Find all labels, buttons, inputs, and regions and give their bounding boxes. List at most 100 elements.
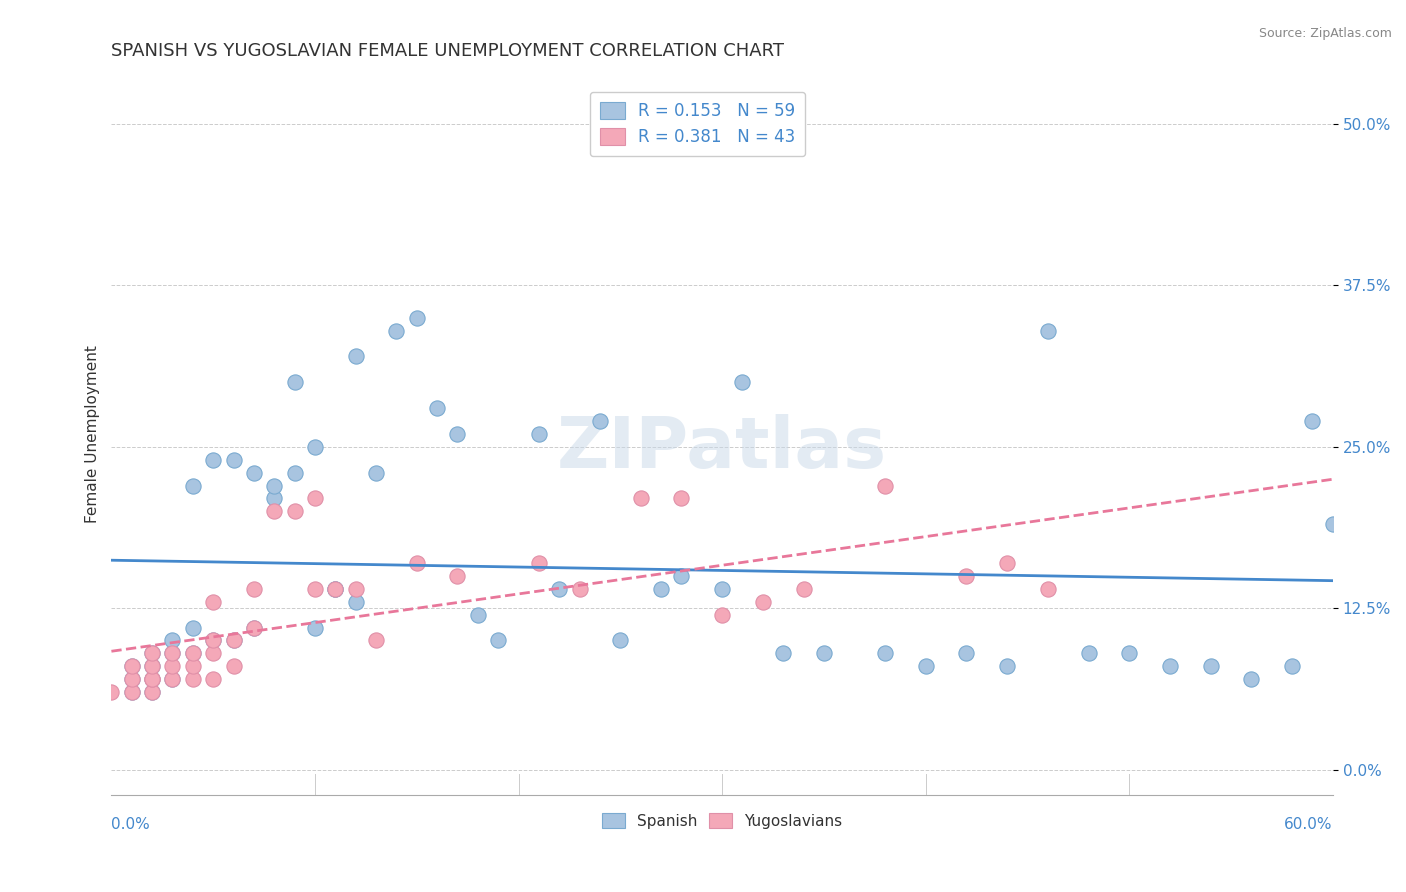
Point bbox=[263, 478, 285, 492]
Point bbox=[955, 646, 977, 660]
Point bbox=[1281, 659, 1303, 673]
Point bbox=[486, 633, 509, 648]
Point bbox=[1036, 582, 1059, 596]
Point bbox=[162, 633, 184, 648]
Point bbox=[914, 659, 936, 673]
Point bbox=[995, 556, 1018, 570]
Point bbox=[202, 633, 225, 648]
Point bbox=[284, 376, 307, 390]
Point bbox=[1118, 646, 1140, 660]
Point bbox=[181, 646, 204, 660]
Text: 60.0%: 60.0% bbox=[1284, 817, 1333, 832]
Point bbox=[364, 466, 387, 480]
Point bbox=[141, 646, 163, 660]
Point bbox=[304, 491, 326, 506]
Point bbox=[405, 556, 427, 570]
Y-axis label: Female Unemployment: Female Unemployment bbox=[86, 345, 100, 523]
Point bbox=[141, 685, 163, 699]
Point bbox=[141, 672, 163, 686]
Text: 0.0%: 0.0% bbox=[111, 817, 150, 832]
Point bbox=[323, 582, 346, 596]
Point bbox=[121, 659, 143, 673]
Point bbox=[752, 595, 775, 609]
Text: SPANISH VS YUGOSLAVIAN FEMALE UNEMPLOYMENT CORRELATION CHART: SPANISH VS YUGOSLAVIAN FEMALE UNEMPLOYME… bbox=[111, 42, 785, 60]
Point bbox=[121, 659, 143, 673]
Point bbox=[731, 376, 754, 390]
Point bbox=[181, 659, 204, 673]
Point bbox=[284, 466, 307, 480]
Point bbox=[1077, 646, 1099, 660]
Point bbox=[772, 646, 794, 660]
Point bbox=[141, 659, 163, 673]
Point bbox=[284, 504, 307, 518]
Point bbox=[1240, 672, 1263, 686]
Point bbox=[202, 595, 225, 609]
Point bbox=[202, 452, 225, 467]
Point bbox=[243, 582, 266, 596]
Point bbox=[141, 646, 163, 660]
Point bbox=[181, 646, 204, 660]
Point bbox=[141, 685, 163, 699]
Point bbox=[162, 646, 184, 660]
Point bbox=[344, 595, 367, 609]
Point bbox=[304, 582, 326, 596]
Point bbox=[385, 324, 408, 338]
Point bbox=[121, 685, 143, 699]
Point bbox=[222, 633, 245, 648]
Text: ZIPatlas: ZIPatlas bbox=[557, 414, 887, 483]
Point bbox=[671, 569, 693, 583]
Point bbox=[426, 401, 449, 416]
Point bbox=[243, 621, 266, 635]
Point bbox=[121, 672, 143, 686]
Point bbox=[446, 426, 468, 441]
Point bbox=[304, 440, 326, 454]
Point bbox=[1301, 414, 1323, 428]
Legend: Spanish, Yugoslavians: Spanish, Yugoslavians bbox=[596, 806, 849, 835]
Point bbox=[1036, 324, 1059, 338]
Point bbox=[1199, 659, 1222, 673]
Point bbox=[650, 582, 672, 596]
Point bbox=[141, 659, 163, 673]
Point bbox=[263, 491, 285, 506]
Point bbox=[181, 672, 204, 686]
Point bbox=[630, 491, 652, 506]
Point bbox=[162, 672, 184, 686]
Point bbox=[323, 582, 346, 596]
Point bbox=[527, 426, 550, 441]
Point bbox=[263, 504, 285, 518]
Point bbox=[202, 633, 225, 648]
Text: Source: ZipAtlas.com: Source: ZipAtlas.com bbox=[1258, 27, 1392, 40]
Point bbox=[405, 310, 427, 325]
Point bbox=[222, 659, 245, 673]
Point bbox=[243, 466, 266, 480]
Point bbox=[222, 452, 245, 467]
Point bbox=[344, 350, 367, 364]
Point bbox=[446, 569, 468, 583]
Point bbox=[568, 582, 591, 596]
Point bbox=[181, 621, 204, 635]
Point bbox=[671, 491, 693, 506]
Point bbox=[304, 621, 326, 635]
Point bbox=[711, 582, 734, 596]
Point bbox=[202, 646, 225, 660]
Point bbox=[162, 646, 184, 660]
Point bbox=[995, 659, 1018, 673]
Point bbox=[1159, 659, 1181, 673]
Point bbox=[141, 672, 163, 686]
Point bbox=[222, 633, 245, 648]
Point bbox=[100, 685, 122, 699]
Point bbox=[364, 633, 387, 648]
Point bbox=[162, 659, 184, 673]
Point bbox=[467, 607, 489, 622]
Point bbox=[141, 672, 163, 686]
Point bbox=[527, 556, 550, 570]
Point bbox=[548, 582, 571, 596]
Point bbox=[121, 685, 143, 699]
Point bbox=[243, 621, 266, 635]
Point bbox=[589, 414, 612, 428]
Point bbox=[344, 582, 367, 596]
Point bbox=[813, 646, 835, 660]
Point bbox=[202, 672, 225, 686]
Point bbox=[162, 672, 184, 686]
Point bbox=[181, 478, 204, 492]
